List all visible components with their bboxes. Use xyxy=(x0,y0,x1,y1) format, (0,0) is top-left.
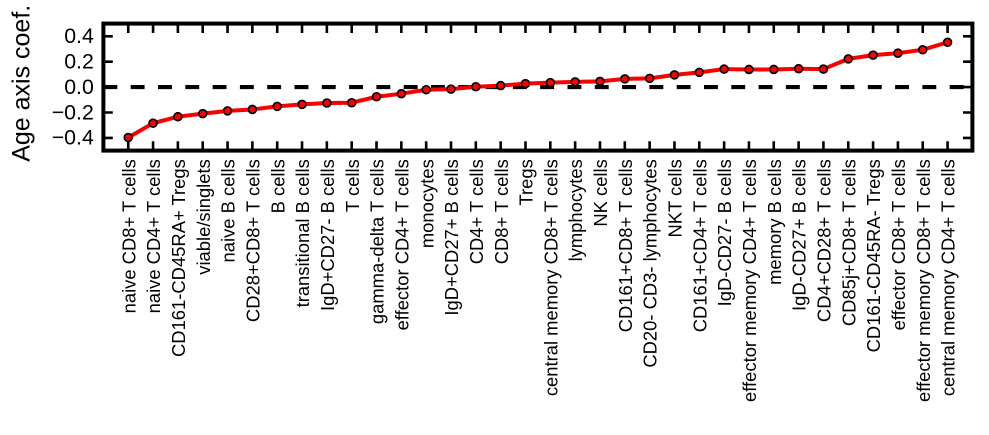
svg-text:CD8+ T cells: CD8+ T cells xyxy=(491,159,512,264)
svg-text:transitional B cells: transitional B cells xyxy=(292,159,313,307)
svg-text:effector memory CD4+ T cells: effector memory CD4+ T cells xyxy=(739,159,760,402)
svg-text:naive CD4+ T cells: naive CD4+ T cells xyxy=(143,159,164,313)
svg-text:Age axis coef.: Age axis coef. xyxy=(7,5,35,162)
svg-text:CD85j+CD8+ T cells: CD85j+CD8+ T cells xyxy=(838,159,859,326)
svg-text:naive CD8+ T cells: naive CD8+ T cells xyxy=(118,159,139,313)
svg-text:monocytes: monocytes xyxy=(416,159,437,248)
svg-text:central memory CD8+ T cells: central memory CD8+ T cells xyxy=(540,159,561,396)
svg-text:Tregs: Tregs xyxy=(516,159,537,205)
svg-text:B cells: B cells xyxy=(267,159,288,213)
svg-text:IgD-CD27+ B cells: IgD-CD27+ B cells xyxy=(789,159,810,311)
svg-text:CD20- CD3- lymphocytes: CD20- CD3- lymphocytes xyxy=(640,159,661,367)
svg-text:0.4: 0.4 xyxy=(64,24,94,48)
svg-text:effector CD8+ T cells: effector CD8+ T cells xyxy=(888,159,909,330)
svg-text:CD161-CD45RA+ Tregs: CD161-CD45RA+ Tregs xyxy=(168,159,189,357)
svg-text:0.2: 0.2 xyxy=(64,50,94,74)
svg-text:CD28+CD8+ T cells: CD28+CD8+ T cells xyxy=(242,159,263,322)
svg-text:0.0: 0.0 xyxy=(64,75,94,99)
svg-text:central memory CD4+ T cells: central memory CD4+ T cells xyxy=(938,159,959,396)
svg-text:NKT cells: NKT cells xyxy=(665,159,686,237)
svg-text:T cells: T cells xyxy=(342,159,363,212)
svg-text:gamma-delta T cells: gamma-delta T cells xyxy=(367,159,388,324)
svg-text:−0.2: −0.2 xyxy=(52,100,94,124)
svg-text:NK cells: NK cells xyxy=(590,159,611,226)
svg-text:CD4+CD28+ T cells: CD4+CD28+ T cells xyxy=(814,159,835,322)
svg-text:naive B cells: naive B cells xyxy=(218,159,239,262)
svg-text:effector CD4+ T cells: effector CD4+ T cells xyxy=(391,159,412,330)
svg-text:−0.4: −0.4 xyxy=(52,126,94,150)
svg-text:memory B cells: memory B cells xyxy=(764,159,785,285)
svg-text:IgD+CD27+ B cells: IgD+CD27+ B cells xyxy=(441,159,462,315)
svg-text:viable/singlets: viable/singlets xyxy=(193,159,214,275)
svg-text:CD161+CD4+ T cells: CD161+CD4+ T cells xyxy=(689,159,710,332)
svg-text:effector memory CD8+ T cells: effector memory CD8+ T cells xyxy=(913,159,934,402)
svg-text:lymphocytes: lymphocytes xyxy=(565,159,586,261)
svg-text:CD4+ T cells: CD4+ T cells xyxy=(466,159,487,264)
svg-text:CD161+CD8+ T cells: CD161+CD8+ T cells xyxy=(615,159,636,332)
svg-text:CD161-CD45RA- Tregs: CD161-CD45RA- Tregs xyxy=(863,159,884,352)
svg-text:IgD+CD27- B cells: IgD+CD27- B cells xyxy=(317,159,338,311)
svg-text:IgD-CD27- B cells: IgD-CD27- B cells xyxy=(714,159,735,306)
